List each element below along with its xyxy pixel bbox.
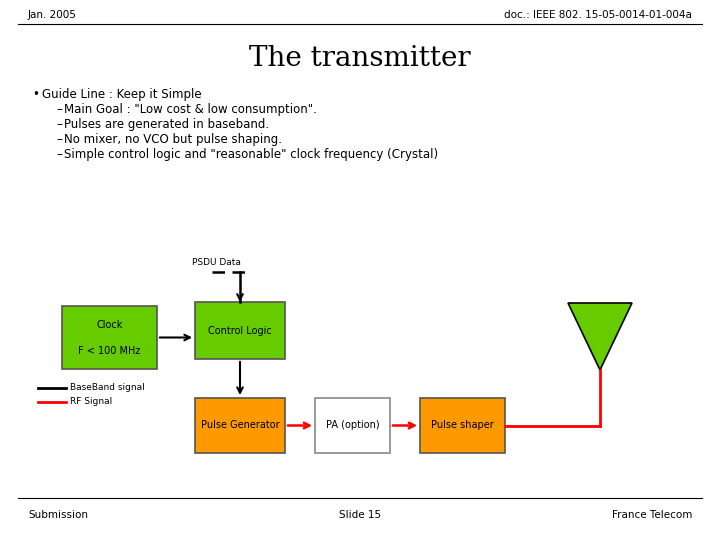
FancyBboxPatch shape [315,398,390,453]
Text: No mixer, no VCO but pulse shaping.: No mixer, no VCO but pulse shaping. [64,133,282,146]
Text: F < 100 MHz: F < 100 MHz [78,346,140,356]
Text: –: – [56,103,62,116]
Text: Control Logic: Control Logic [208,326,272,335]
Text: –: – [56,118,62,131]
Text: –: – [56,133,62,146]
Polygon shape [568,303,632,370]
FancyBboxPatch shape [62,306,157,369]
Text: Jan. 2005: Jan. 2005 [28,10,77,20]
FancyBboxPatch shape [195,398,285,453]
FancyBboxPatch shape [195,302,285,359]
Text: BaseBand signal: BaseBand signal [70,383,145,393]
Text: France Telecom: France Telecom [611,510,692,520]
Text: Slide 15: Slide 15 [339,510,381,520]
Text: Main Goal : "Low cost & low consumption".: Main Goal : "Low cost & low consumption"… [64,103,317,116]
Text: Pulse Generator: Pulse Generator [201,421,279,430]
Text: Clock: Clock [96,320,122,330]
Text: Pulses are generated in baseband.: Pulses are generated in baseband. [64,118,269,131]
Text: doc.: IEEE 802. 15-05-0014-01-004a: doc.: IEEE 802. 15-05-0014-01-004a [504,10,692,20]
Text: The transmitter: The transmitter [249,44,471,71]
Text: Guide Line : Keep it Simple: Guide Line : Keep it Simple [42,88,202,101]
Text: RF Signal: RF Signal [70,397,112,407]
Text: Submission: Submission [28,510,88,520]
Text: PSDU Data: PSDU Data [192,258,241,267]
Text: PA (option): PA (option) [325,421,379,430]
Text: •: • [32,88,39,101]
FancyBboxPatch shape [420,398,505,453]
Text: –: – [56,148,62,161]
Text: Pulse shaper: Pulse shaper [431,421,494,430]
Text: Simple control logic and "reasonable" clock frequency (Crystal): Simple control logic and "reasonable" cl… [64,148,438,161]
